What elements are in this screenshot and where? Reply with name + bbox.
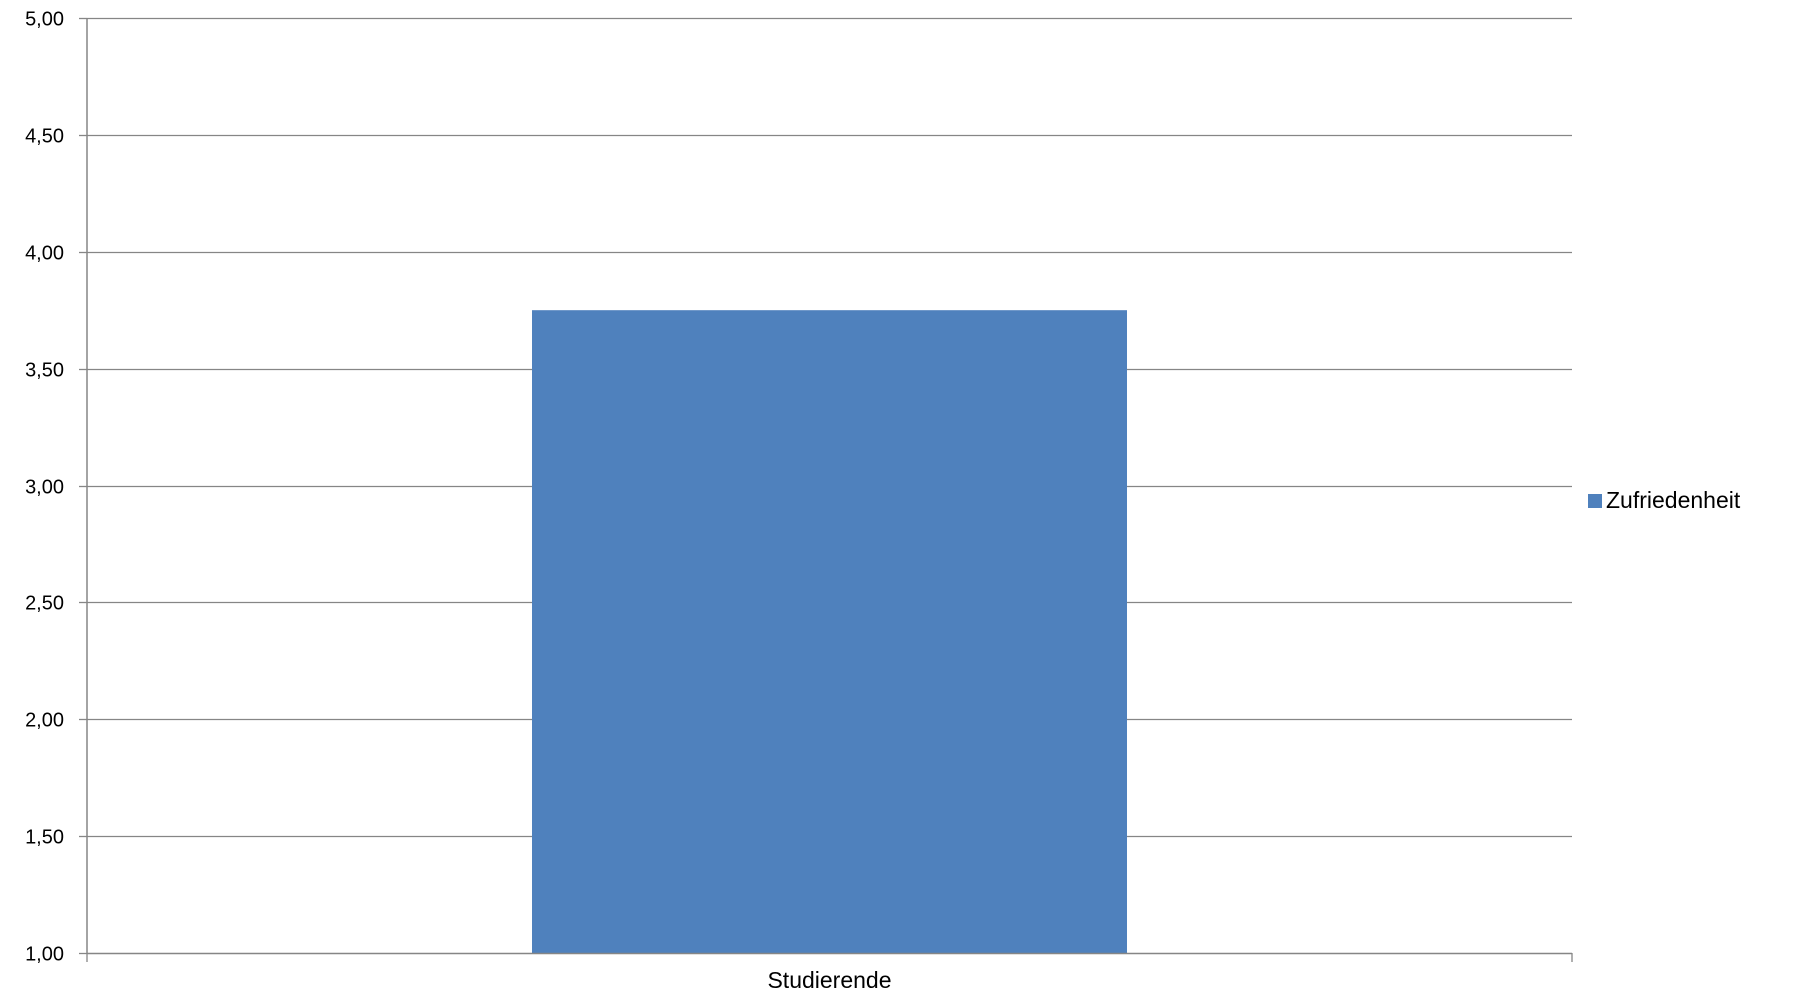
- y-tick-label: 2,50: [25, 593, 64, 615]
- y-tick-label: 4,50: [25, 126, 64, 148]
- legend-swatch: [1588, 494, 1602, 508]
- x-axis-ticks: Studierende: [86, 953, 1573, 993]
- axes: [86, 18, 1572, 955]
- y-tick-label: 5,00: [25, 9, 64, 31]
- y-tick-label: 4,00: [25, 243, 64, 265]
- y-tick-label: 3,50: [25, 360, 64, 382]
- y-tick-label: 2,00: [25, 710, 64, 732]
- legend-label: Zufriedenheit: [1606, 487, 1741, 513]
- x-category-label: Studierende: [767, 967, 891, 993]
- y-axis-ticks: 1,00 1,50 2,00 2,50 3,00 3,50 4,00 4,50 5,00: [25, 9, 87, 966]
- y-tick-label: 1,00: [25, 944, 64, 966]
- y-tick-label: 1,50: [25, 827, 64, 849]
- bars: [532, 310, 1127, 953]
- legend: Zufriedenheit: [1588, 487, 1741, 513]
- bar: [532, 310, 1127, 953]
- y-tick-label: 3,00: [25, 477, 64, 499]
